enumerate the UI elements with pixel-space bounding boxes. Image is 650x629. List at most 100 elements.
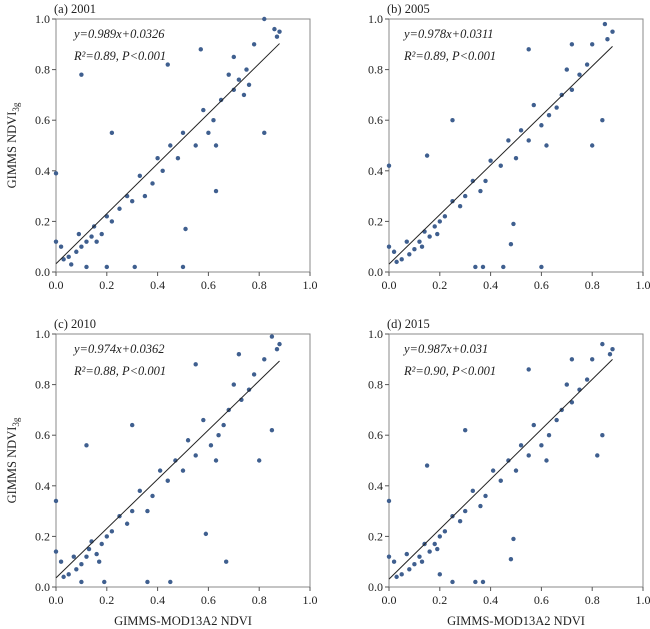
y-tick-label: 0.0	[35, 265, 50, 279]
data-point	[206, 130, 211, 136]
panel-2: 0.00.0 0.2 0.2 0.4 0.4 0.6 0.6 0.8 0.8 1.0 1.0 (c) …	[5, 317, 318, 628]
data-point	[595, 453, 600, 458]
y-tick-label: 1.0	[35, 12, 50, 26]
data-point	[483, 178, 488, 184]
data-point	[513, 155, 519, 161]
data-point	[419, 559, 425, 564]
data-point	[531, 422, 536, 428]
data-point	[84, 443, 89, 448]
data-point	[450, 198, 455, 204]
panel-1: 0.00.0 0.2 0.2 0.4 0.4 0.6 0.6 0.8 0.8 1.0 1.0 (b) …	[368, 2, 650, 292]
panel-title: (a) 2001	[54, 2, 96, 16]
data-point	[432, 224, 437, 229]
regression-equation: y=0.987x+0.031	[402, 342, 488, 356]
r-squared-text: R²=0.88, P<0.001	[73, 364, 166, 378]
x-tick-label: 0.0	[382, 593, 397, 607]
data-point	[84, 554, 89, 559]
data-point	[109, 219, 115, 224]
data-point	[274, 34, 280, 39]
data-point	[501, 264, 506, 270]
y-tick-label: 1.0	[35, 327, 50, 341]
data-point	[435, 231, 440, 237]
data-point	[76, 231, 82, 237]
data-point	[480, 264, 486, 270]
data-point	[145, 508, 150, 514]
data-point	[508, 556, 514, 562]
data-point	[168, 579, 173, 585]
data-point	[272, 26, 277, 32]
data-point	[89, 234, 94, 239]
x-tick-label: 0.6	[201, 593, 216, 607]
r-squared-text: R²=0.89, P<0.001	[403, 49, 496, 63]
data-point	[84, 264, 89, 270]
data-point	[407, 567, 412, 572]
data-point	[569, 357, 575, 362]
y-tick-label: 0.2	[35, 529, 50, 543]
data-point	[473, 264, 478, 270]
data-point	[590, 357, 595, 362]
x-tick-label: 1.0	[636, 278, 650, 292]
y-axis-label-subscript: 3g	[11, 102, 21, 112]
data-point	[539, 123, 544, 128]
data-point	[137, 173, 143, 179]
data-point	[223, 559, 229, 564]
data-point	[511, 221, 516, 227]
panel-title: (b) 2005	[387, 2, 430, 16]
data-point	[53, 549, 59, 554]
panel-0: 0.00.0 0.2 0.2 0.4 0.4 0.6 0.6 0.8 0.8 1.0 1.0 (a) …	[5, 2, 318, 292]
data-point	[86, 546, 92, 552]
data-point	[605, 37, 610, 42]
data-point	[277, 341, 282, 347]
data-point	[274, 346, 280, 352]
data-point	[61, 257, 66, 262]
data-point	[407, 252, 412, 257]
x-tick-label: 0.6	[201, 278, 216, 292]
data-point	[569, 400, 575, 405]
data-point	[508, 241, 514, 247]
data-point	[450, 118, 455, 123]
data-point	[99, 231, 104, 237]
data-point	[498, 478, 503, 483]
data-point	[546, 112, 552, 118]
data-point	[124, 521, 130, 526]
r-squared-text: R²=0.90, P<0.001	[403, 364, 496, 378]
data-point	[150, 493, 155, 499]
data-point	[399, 257, 404, 262]
plot-frame	[55, 18, 311, 273]
data-point	[246, 387, 252, 392]
data-point	[58, 244, 64, 249]
data-point	[132, 264, 137, 270]
data-point	[117, 206, 122, 211]
x-tick-label: 1.0	[303, 593, 318, 607]
y-tick-label: 0.2	[368, 529, 383, 543]
data-point	[470, 488, 476, 494]
x-tick-label: 0.4	[150, 278, 165, 292]
r-squared-text: R²=0.89, P<0.001	[73, 49, 166, 63]
data-point	[386, 244, 392, 249]
y-tick-label: 0.8	[35, 63, 50, 77]
data-point	[180, 264, 186, 270]
data-point	[231, 54, 236, 60]
data-point	[262, 16, 267, 22]
data-point	[506, 458, 511, 463]
data-point	[71, 554, 76, 559]
data-point	[463, 427, 468, 433]
data-point	[399, 572, 404, 577]
data-point	[208, 443, 214, 448]
data-point	[394, 574, 399, 580]
data-point	[490, 468, 496, 473]
data-point	[61, 574, 66, 580]
data-point	[437, 534, 442, 539]
data-point	[183, 226, 188, 232]
y-tick-label: 0.6	[368, 113, 383, 127]
data-point	[424, 153, 430, 158]
data-point	[480, 579, 486, 585]
data-point	[130, 198, 135, 204]
data-point	[74, 567, 79, 572]
data-point	[473, 579, 478, 585]
data-point	[213, 188, 219, 194]
data-point	[417, 239, 422, 244]
data-point	[559, 92, 564, 98]
data-point	[518, 443, 524, 448]
